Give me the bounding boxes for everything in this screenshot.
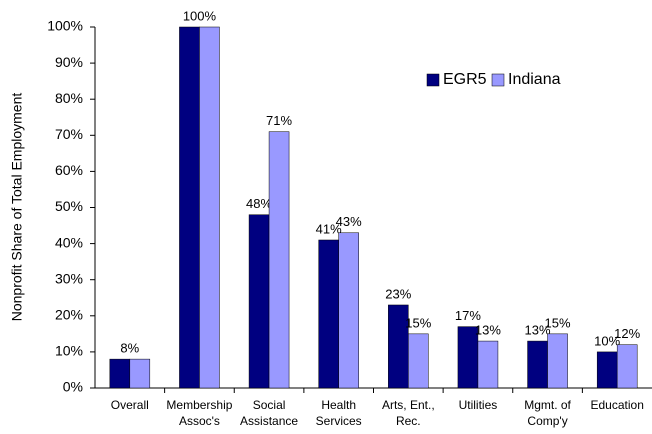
bar: [109, 358, 131, 389]
value-label: 15%: [405, 315, 431, 330]
x-tick-label: Arts, Ent.,: [382, 398, 435, 412]
value-label: 48%: [246, 196, 272, 211]
bar: [199, 26, 220, 389]
bar: [248, 214, 270, 389]
x-tick-label: Membership: [166, 398, 232, 412]
legend-label: EGR5: [443, 71, 487, 88]
bar: [616, 344, 638, 389]
y-tick-label: 90%: [55, 54, 83, 70]
y-tick-label: 10%: [55, 343, 83, 359]
value-label: 13%: [525, 323, 551, 338]
y-tick-label: 70%: [55, 126, 83, 142]
y-tick-label: 50%: [55, 198, 83, 214]
y-tick-label: 30%: [55, 270, 83, 286]
bar: [477, 340, 499, 389]
x-tick-label: Overall: [111, 398, 149, 412]
x-tick-label: Comp'y: [527, 414, 567, 428]
x-tick-label: Assoc's: [179, 414, 220, 428]
x-tick-label: Health: [321, 398, 356, 412]
y-tick-label: 0%: [63, 379, 83, 395]
value-label: 10%: [594, 333, 620, 348]
value-label: 41%: [316, 221, 342, 236]
y-tick-label: 100%: [47, 18, 83, 34]
value-label: 12%: [614, 326, 640, 341]
value-label: 17%: [455, 308, 481, 323]
value-label: 43%: [336, 214, 362, 229]
value-label: 23%: [385, 286, 411, 301]
bar: [338, 232, 359, 389]
x-tick-label: Utilities: [459, 398, 498, 412]
value-label: 13%: [475, 323, 501, 338]
bar: [268, 131, 290, 389]
x-tick-label: Services: [316, 414, 362, 428]
value-label: 100%: [183, 8, 217, 23]
value-label: 8%: [120, 341, 139, 356]
value-label: 71%: [266, 113, 292, 128]
bar: [596, 351, 618, 389]
y-tick-label: 20%: [55, 307, 83, 323]
legend-swatch: [426, 73, 440, 87]
bar: [179, 26, 200, 389]
value-label: 15%: [545, 315, 571, 330]
y-tick-label: 80%: [55, 90, 83, 106]
x-tick-label: Rec.: [396, 414, 421, 428]
bar: [547, 333, 568, 389]
legend-label: Indiana: [508, 71, 561, 88]
y-tick-label: 60%: [55, 162, 83, 178]
x-tick-label: Mgmt. of: [524, 398, 571, 412]
x-tick-label: Education: [591, 398, 644, 412]
bar: [408, 333, 429, 389]
legend-swatch: [491, 73, 505, 87]
bar: [527, 340, 548, 389]
y-tick-label: 40%: [55, 234, 83, 250]
y-axis-label: Nonprofit Share of Total Employment: [9, 93, 25, 322]
x-tick-label: Social: [253, 398, 286, 412]
x-tick-label: Assistance: [240, 414, 298, 428]
bar: [129, 358, 151, 389]
bar: [318, 239, 339, 389]
